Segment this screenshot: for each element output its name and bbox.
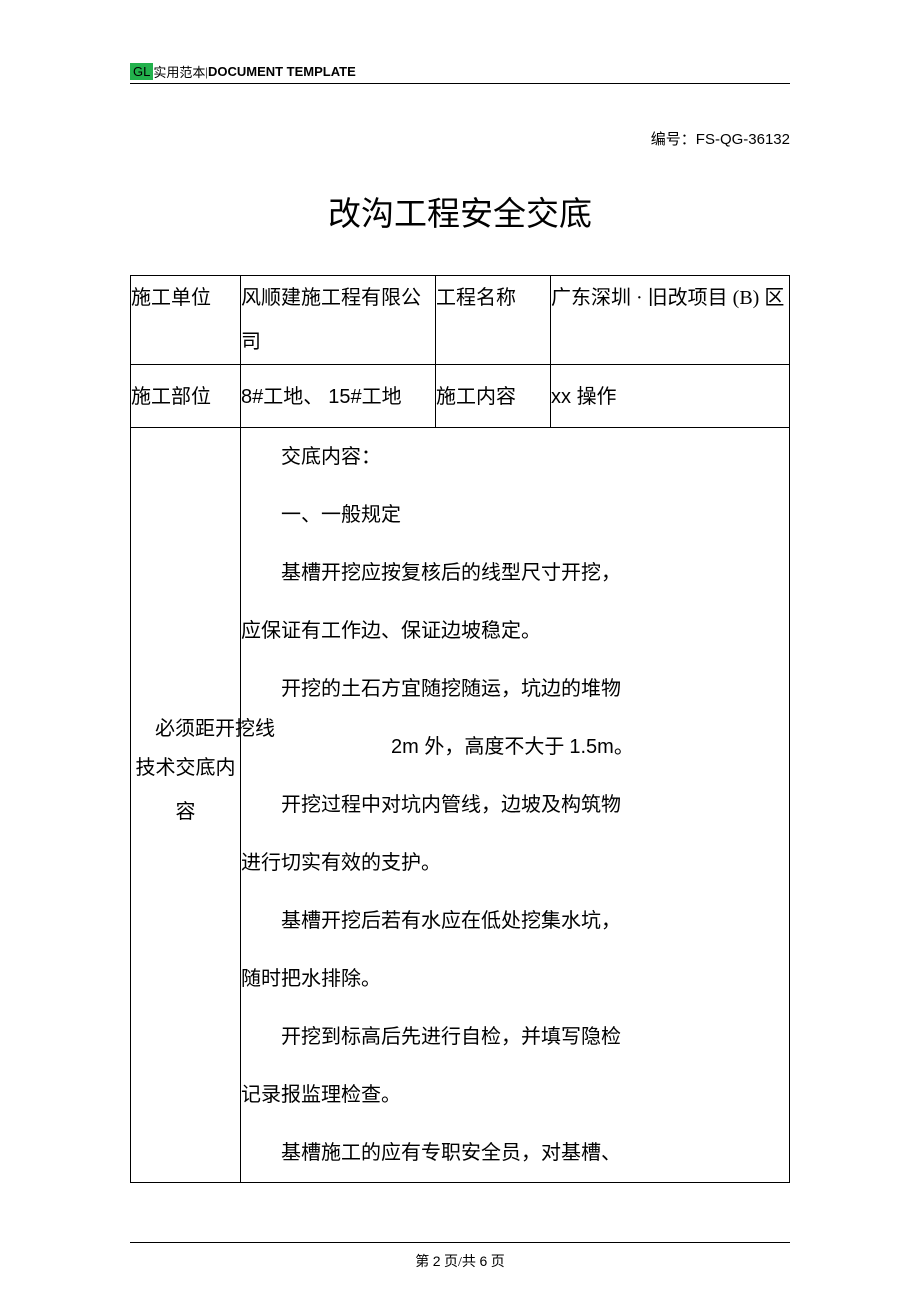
document-number: 编号：FS-QG-36132: [130, 128, 790, 149]
table-row-2: 施工部位 8#工地、 15#工地 施工内容 xx 操作: [131, 365, 790, 428]
table-row-content: 技术交底内容 交底内容： 一、一般规定 基槽开挖应按复核后的线型尺寸开挖， 应保…: [131, 428, 790, 1183]
cell-content-value: xx 操作: [551, 365, 790, 428]
content-p-2: 基槽开挖应按复核后的线型尺寸开挖，: [241, 544, 789, 602]
doc-number-value: FS-QG-36132: [696, 131, 790, 148]
content-p-3: 应保证有工作边、保证边坡稳定。: [241, 602, 789, 660]
cell-location-value: 8#工地、 15#工地: [241, 365, 436, 428]
content-p-8: 基槽开挖后若有水应在低处挖集水坑，: [241, 892, 789, 950]
page-content: GL实用范本 | DOCUMENT TEMPLATE 编号：FS-QG-3613…: [0, 0, 920, 1223]
cell-unit-label: 施工单位: [131, 276, 241, 365]
content-p-9: 随时把水排除。: [241, 950, 789, 1008]
cell-project-label: 工程名称: [436, 276, 551, 365]
content-p-6: 开挖过程中对坑内管线，边坡及构筑物: [241, 776, 789, 834]
cell-location-label: 施工部位: [131, 365, 241, 428]
content-p-1: 一、一般规定: [241, 486, 789, 544]
footer-underline: [130, 1242, 790, 1243]
header-text-en: DOCUMENT TEMPLATE: [208, 64, 356, 79]
header-badge-box: GL: [130, 63, 153, 80]
content-p-dist: 2m 外，高度不大于 1.5m。: [241, 718, 789, 776]
doc-number-label: 编号：: [651, 132, 696, 148]
overlap-text: 必须距开挖线: [155, 712, 275, 741]
cell-content-label: 施工内容: [436, 365, 551, 428]
content-p-10: 开挖到标高后先进行自检，并填写隐检: [241, 1008, 789, 1066]
cell-unit-value: 风顺建施工程有限公司: [241, 276, 436, 365]
content-p-11: 记录报监理检查。: [241, 1066, 789, 1124]
header-text-cn: 实用范本: [153, 62, 205, 81]
page-title: 改沟工程安全交底: [130, 187, 790, 235]
header-section: GL实用范本 | DOCUMENT TEMPLATE: [130, 62, 790, 84]
cell-tech-content: 交底内容： 一、一般规定 基槽开挖应按复核后的线型尺寸开挖， 应保证有工作边、保…: [241, 428, 790, 1183]
cell-tech-label: 技术交底内容: [131, 428, 241, 1183]
content-p-4: 开挖的土石方宜随挖随运，坑边的堆物: [241, 660, 789, 718]
content-p-0: 交底内容：: [241, 428, 789, 486]
table-row-1: 施工单位 风顺建施工程有限公司 工程名称 广东深圳 · 旧改项目 (B) 区: [131, 276, 790, 365]
cell-project-value: 广东深圳 · 旧改项目 (B) 区: [551, 276, 790, 365]
content-p-7: 进行切实有效的支护。: [241, 834, 789, 892]
content-p-12: 基槽施工的应有专职安全员，对基槽、: [241, 1124, 789, 1182]
page-number: 第 2 页/共 6 页: [0, 1251, 920, 1271]
